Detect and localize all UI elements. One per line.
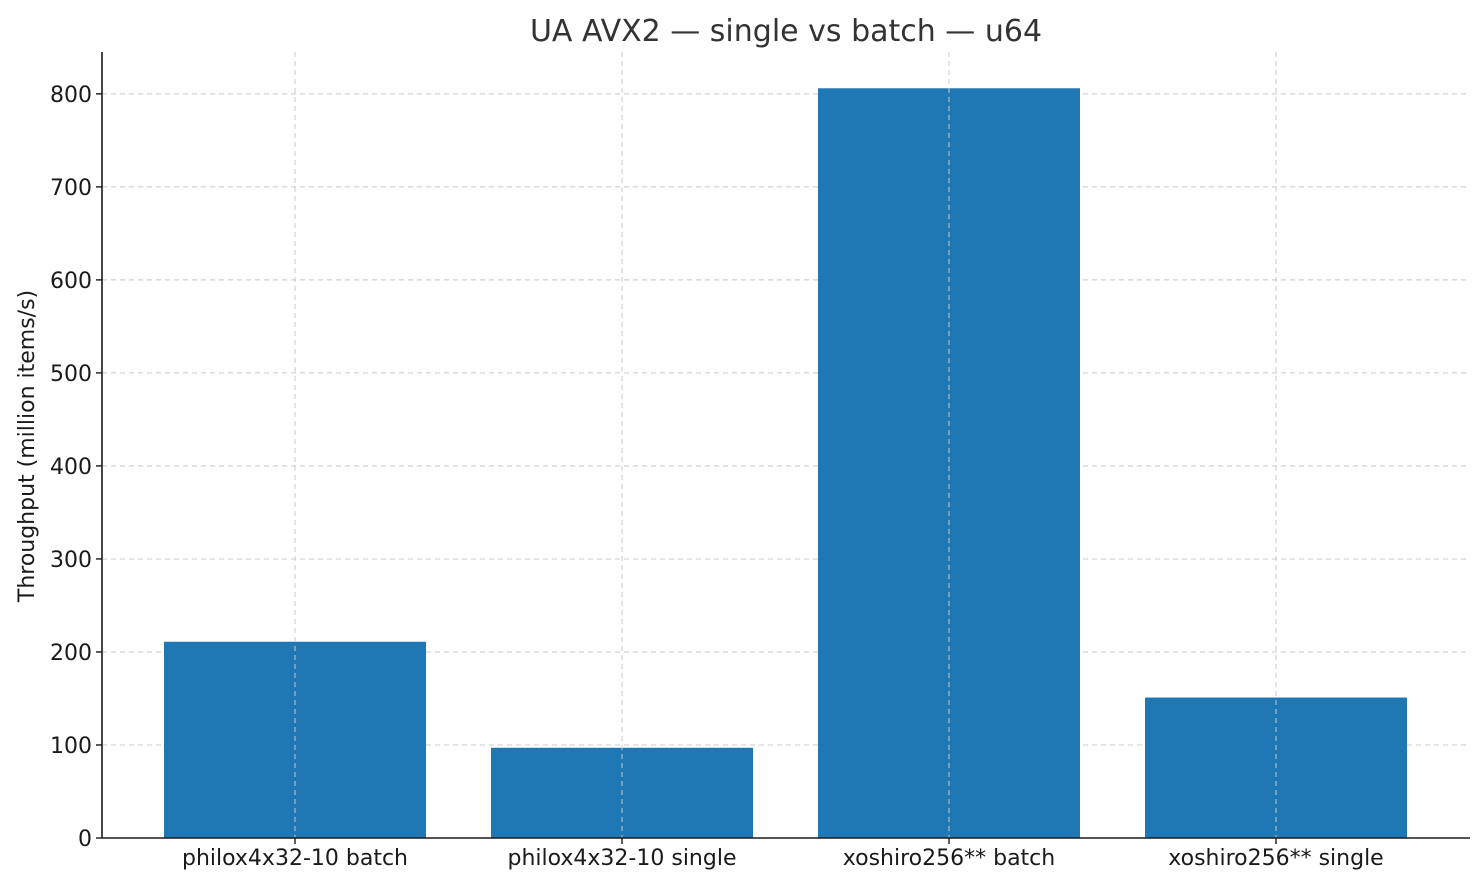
y-tick-label: 0 bbox=[78, 827, 92, 852]
y-tick-label: 600 bbox=[50, 269, 92, 294]
bars bbox=[164, 88, 1407, 839]
x-ticks: philox4x32-10 batch philox4x32-10 single x… bbox=[182, 838, 1384, 871]
y-tick-label: 400 bbox=[50, 455, 92, 480]
y-ticks: 0 100 200 300 400 500 600 700 800 bbox=[50, 83, 102, 852]
y-tick-label: 500 bbox=[50, 362, 92, 387]
x-tick-label: xoshiro256** batch bbox=[843, 846, 1055, 871]
axes bbox=[101, 52, 1470, 839]
x-tick-label: philox4x32-10 single bbox=[507, 846, 736, 871]
y-axis-label: Throughput (million items/s) bbox=[15, 290, 40, 603]
y-tick-label: 300 bbox=[50, 548, 92, 573]
y-tick-label: 100 bbox=[50, 734, 92, 759]
vertical-grid bbox=[294, 52, 1277, 838]
y-tick-label: 700 bbox=[50, 176, 92, 201]
y-tick-label: 200 bbox=[50, 641, 92, 666]
x-tick-label: xoshiro256** single bbox=[1168, 846, 1383, 871]
y-tick-label: 800 bbox=[50, 83, 92, 108]
chart-title: UA AVX2 — single vs batch — u64 bbox=[530, 14, 1042, 49]
x-tick-label: philox4x32-10 batch bbox=[182, 846, 408, 871]
